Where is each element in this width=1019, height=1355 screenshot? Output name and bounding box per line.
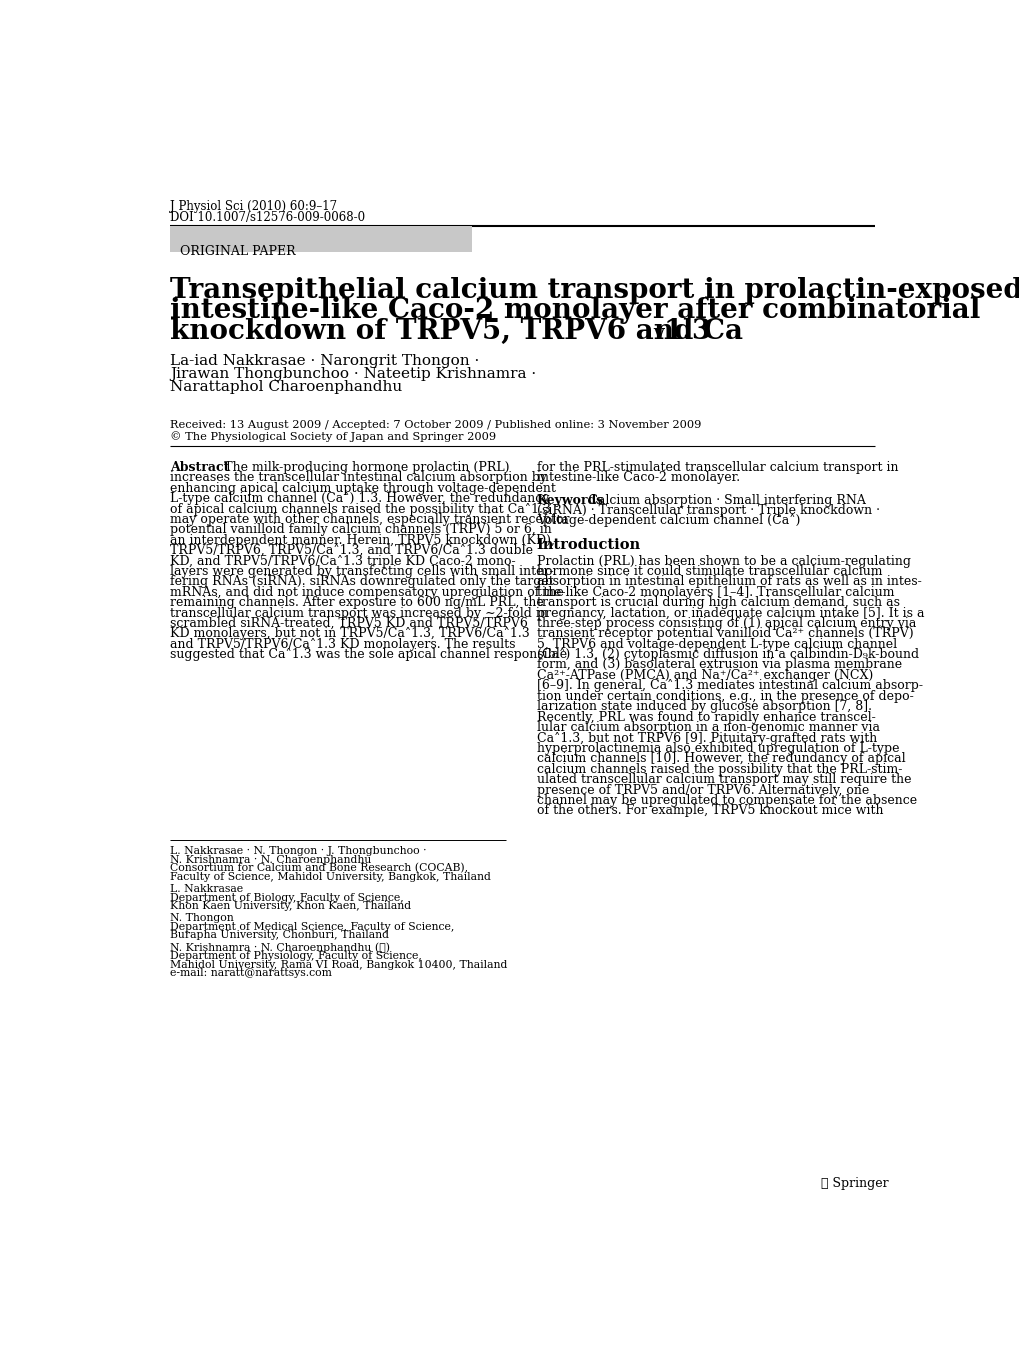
- Text: Ca˄1.3, but not TRPV6 [9]. Pituitary-grafted rats with: Ca˄1.3, but not TRPV6 [9]. Pituitary-gra…: [536, 732, 876, 745]
- Text: © The Physiological Society of Japan and Springer 2009: © The Physiological Society of Japan and…: [170, 431, 496, 442]
- Text: The milk-producing hormone prolactin (PRL): The milk-producing hormone prolactin (PR…: [218, 461, 510, 474]
- Text: fering RNAs (siRNA). siRNAs downregulated only the target: fering RNAs (siRNA). siRNAs downregulate…: [170, 576, 553, 588]
- Text: channel may be upregulated to compensate for the absence: channel may be upregulated to compensate…: [536, 794, 916, 808]
- Text: of the others. For example, TRPV5 knockout mice with: of the others. For example, TRPV5 knocko…: [536, 805, 882, 817]
- Text: Department of Biology, Faculty of Science,: Department of Biology, Faculty of Scienc…: [170, 893, 404, 902]
- Text: mRNAs, and did not induce compensatory upregulation of the: mRNAs, and did not induce compensatory u…: [170, 585, 564, 599]
- Text: 1.3: 1.3: [663, 318, 711, 346]
- Text: Transepithelial calcium transport in prolactin-exposed: Transepithelial calcium transport in pro…: [170, 276, 1019, 304]
- Text: hormone since it could stimulate transcellular calcium: hormone since it could stimulate transce…: [536, 565, 881, 579]
- Text: transport is crucial during high calcium demand, such as: transport is crucial during high calcium…: [536, 596, 899, 610]
- Text: Department of Medical Science, Faculty of Science,: Department of Medical Science, Faculty o…: [170, 921, 454, 932]
- Text: calcium channels [10]. However, the redundancy of apical: calcium channels [10]. However, the redu…: [536, 752, 905, 766]
- Text: Voltage-dependent calcium channel (Ca˄): Voltage-dependent calcium channel (Ca˄): [536, 514, 799, 527]
- Text: calcium channels raised the possibility that the PRL-stim-: calcium channels raised the possibility …: [536, 763, 901, 776]
- Text: for the PRL-stimulated transcellular calcium transport in: for the PRL-stimulated transcellular cal…: [536, 461, 898, 474]
- Text: v: v: [652, 324, 662, 343]
- Text: TRPV5/TRPV6, TRPV5/Ca˄1.3, and TRPV6/Ca˄1.3 double: TRPV5/TRPV6, TRPV5/Ca˄1.3, and TRPV6/Ca˄…: [170, 545, 533, 557]
- Text: enhancing apical calcium uptake through voltage-dependent: enhancing apical calcium uptake through …: [170, 482, 555, 495]
- Text: Abstract: Abstract: [170, 461, 229, 474]
- Text: 5, TRPV6 and voltage-dependent L-type calcium channel: 5, TRPV6 and voltage-dependent L-type ca…: [536, 638, 896, 650]
- Text: layers were generated by transfecting cells with small inter-: layers were generated by transfecting ce…: [170, 565, 553, 579]
- Text: Keywords: Keywords: [536, 493, 603, 507]
- Text: Received: 13 August 2009 / Accepted: 7 October 2009 / Published online: 3 Novemb: Received: 13 August 2009 / Accepted: 7 O…: [170, 420, 701, 430]
- Text: Department of Physiology, Faculty of Science,: Department of Physiology, Faculty of Sci…: [170, 951, 422, 961]
- Text: Narattaphol Charoenphandhu: Narattaphol Charoenphandhu: [170, 379, 401, 394]
- Text: pregnancy, lactation, or inadequate calcium intake [5]. It is a: pregnancy, lactation, or inadequate calc…: [536, 607, 923, 619]
- Text: larization state induced by glucose absorption [7, 8].: larization state induced by glucose abso…: [536, 701, 871, 713]
- Text: presence of TRPV5 and/or TRPV6. Alternatively, one: presence of TRPV5 and/or TRPV6. Alternat…: [536, 783, 868, 797]
- Text: transient receptor potential vanilloid Ca²⁺ channels (TRPV): transient receptor potential vanilloid C…: [536, 627, 912, 641]
- Text: L-type calcium channel (Ca˄) 1.3. However, the redundancy: L-type calcium channel (Ca˄) 1.3. Howeve…: [170, 492, 549, 505]
- Text: ORIGINAL PAPER: ORIGINAL PAPER: [180, 245, 296, 257]
- Text: transcellular calcium transport was increased by ∼2-fold in: transcellular calcium transport was incr…: [170, 607, 547, 619]
- Text: suggested that Ca˄1.3 was the sole apical channel responsible: suggested that Ca˄1.3 was the sole apica…: [170, 648, 567, 661]
- FancyBboxPatch shape: [170, 226, 472, 252]
- Text: tine-like Caco-2 monolayers [1–4]. Transcellular calcium: tine-like Caco-2 monolayers [1–4]. Trans…: [536, 585, 894, 599]
- Text: N. Krishnamra · N. Charoenphandhu (✉): N. Krishnamra · N. Charoenphandhu (✉): [170, 943, 389, 953]
- Text: Introduction: Introduction: [536, 538, 640, 553]
- Text: intestine-like Caco-2 monolayer after combinatorial: intestine-like Caco-2 monolayer after co…: [170, 297, 979, 324]
- Text: of apical calcium channels raised the possibility that Ca˄1.3: of apical calcium channels raised the po…: [170, 503, 550, 515]
- Text: Jirawan Thongbunchoo · Nateetip Krishnamra ·: Jirawan Thongbunchoo · Nateetip Krishnam…: [170, 367, 536, 381]
- Text: hyperprolactinemia also exhibited upregulation of L-type: hyperprolactinemia also exhibited upregu…: [536, 743, 899, 755]
- Text: e-mail: naratt@narattsys.com: e-mail: naratt@narattsys.com: [170, 967, 331, 978]
- Text: (siRNA) · Transcellular transport · Triple knockdown ·: (siRNA) · Transcellular transport · Trip…: [536, 504, 878, 516]
- Text: N. Krishnamra · N. Charoenphandhu: N. Krishnamra · N. Charoenphandhu: [170, 855, 371, 864]
- Text: N. Thongon: N. Thongon: [170, 913, 233, 923]
- Text: and TRPV5/TRPV6/Ca˄1.3 KD monolayers. The results: and TRPV5/TRPV6/Ca˄1.3 KD monolayers. Th…: [170, 638, 516, 650]
- Text: J Physiol Sci (2010) 60:9–17: J Physiol Sci (2010) 60:9–17: [170, 199, 337, 213]
- Text: Khon Kaen University, Khon Kaen, Thailand: Khon Kaen University, Khon Kaen, Thailan…: [170, 901, 411, 911]
- Text: L. Nakkrasae · N. Thongon · J. Thongbunchoo ·: L. Nakkrasae · N. Thongon · J. Thongbunc…: [170, 847, 426, 856]
- Text: KD, and TRPV5/TRPV6/Ca˄1.3 triple KD Caco-2 mono-: KD, and TRPV5/TRPV6/Ca˄1.3 triple KD Cac…: [170, 554, 516, 568]
- Text: knockdown of TRPV5, TRPV6 and Ca: knockdown of TRPV5, TRPV6 and Ca: [170, 318, 743, 346]
- Text: Calcium absorption · Small interfering RNA: Calcium absorption · Small interfering R…: [581, 493, 865, 507]
- Text: form, and (3) basolateral extrusion via plasma membrane: form, and (3) basolateral extrusion via …: [536, 659, 901, 672]
- Text: Mahidol University, Rama VI Road, Bangkok 10400, Thailand: Mahidol University, Rama VI Road, Bangko…: [170, 959, 507, 970]
- Text: tion under certain conditions, e.g., in the presence of depo-: tion under certain conditions, e.g., in …: [536, 690, 913, 703]
- Text: KD monolayers, but not in TRPV5/Ca˄1.3, TRPV6/Ca˄1.3: KD monolayers, but not in TRPV5/Ca˄1.3, …: [170, 627, 529, 641]
- Text: three-step process consisting of (1) apical calcium entry via: three-step process consisting of (1) api…: [536, 617, 915, 630]
- Text: Ⓜ Springer: Ⓜ Springer: [820, 1177, 888, 1191]
- Text: may operate with other channels, especially transient receptor: may operate with other channels, especia…: [170, 514, 569, 526]
- Text: Consortium for Calcium and Bone Research (COCAB),: Consortium for Calcium and Bone Research…: [170, 863, 468, 874]
- Text: absorption in intestinal epithelium of rats as well as in intes-: absorption in intestinal epithelium of r…: [536, 576, 920, 588]
- Text: Faculty of Science, Mahidol University, Bangkok, Thailand: Faculty of Science, Mahidol University, …: [170, 871, 490, 882]
- Text: ulated transcellular calcium transport may still require the: ulated transcellular calcium transport m…: [536, 774, 910, 786]
- Text: L. Nakkrasae: L. Nakkrasae: [170, 883, 243, 894]
- Text: DOI 10.1007/s12576-009-0068-0: DOI 10.1007/s12576-009-0068-0: [170, 211, 365, 224]
- Text: intestine-like Caco-2 monolayer.: intestine-like Caco-2 monolayer.: [536, 472, 739, 484]
- Text: potential vanilloid family calcium channels (TRPV) 5 or 6, in: potential vanilloid family calcium chann…: [170, 523, 551, 537]
- Text: Ca²⁺-ATPase (PMCA) and Na⁺/Ca²⁺ exchanger (NCX): Ca²⁺-ATPase (PMCA) and Na⁺/Ca²⁺ exchange…: [536, 669, 872, 682]
- Text: remaining channels. After exposure to 600 ng/mL PRL, the: remaining channels. After exposure to 60…: [170, 596, 543, 610]
- Text: increases the transcellular intestinal calcium absorption by: increases the transcellular intestinal c…: [170, 472, 546, 484]
- Text: [6–9]. In general, Ca˄1.3 mediates intestinal calcium absorp-: [6–9]. In general, Ca˄1.3 mediates intes…: [536, 679, 922, 692]
- Text: Recently, PRL was found to rapidly enhance transcel-: Recently, PRL was found to rapidly enhan…: [536, 711, 874, 724]
- Text: La-iad Nakkrasae · Narongrit Thongon ·: La-iad Nakkrasae · Narongrit Thongon ·: [170, 354, 479, 367]
- Text: Prolactin (PRL) has been shown to be a calcium-regulating: Prolactin (PRL) has been shown to be a c…: [536, 554, 910, 568]
- Text: Burapha University, Chonburi, Thailand: Burapha University, Chonburi, Thailand: [170, 931, 388, 940]
- Text: an interdependent manner. Herein, TRPV5 knockdown (KD),: an interdependent manner. Herein, TRPV5 …: [170, 534, 554, 546]
- Text: (Ca˄) 1.3, (2) cytoplasmic diffusion in a calbindin-D₉k-bound: (Ca˄) 1.3, (2) cytoplasmic diffusion in …: [536, 648, 918, 661]
- Text: scrambled siRNA-treated, TRPV5 KD and TRPV5/TRPV6: scrambled siRNA-treated, TRPV5 KD and TR…: [170, 617, 528, 630]
- Text: lular calcium absorption in a non-genomic manner via: lular calcium absorption in a non-genomi…: [536, 721, 878, 734]
